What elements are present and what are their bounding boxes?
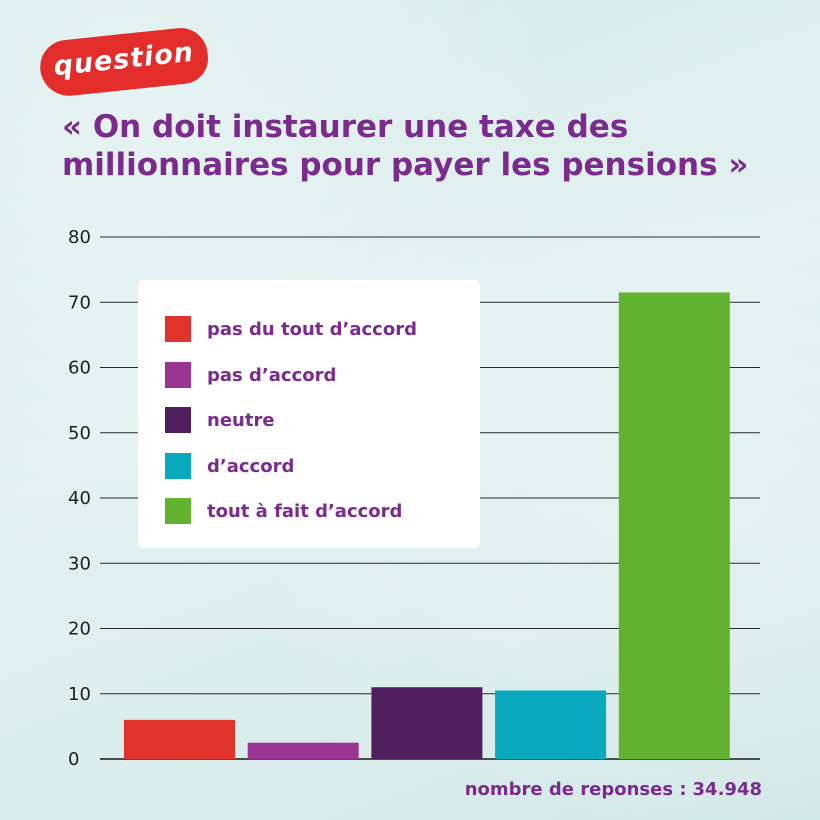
legend-item-daccord: d’accord <box>165 451 294 481</box>
legend-swatch-pas-du-tout-daccord <box>165 316 191 342</box>
bar-tout-à-fait-d-accord <box>618 292 730 759</box>
y-tick-label-10: 10 <box>68 684 91 705</box>
chart-title: « On doit instaurer une taxe des million… <box>62 108 802 184</box>
legend-swatch-neutre <box>165 407 191 433</box>
chart-title-line-1: « On doit instaurer une taxe des <box>62 109 629 145</box>
y-tick-label-70: 70 <box>68 292 91 313</box>
y-tick-label-40: 40 <box>68 488 91 509</box>
legend-label-tout-a-fait-daccord: tout à fait d’accord <box>207 500 403 522</box>
legend-label-pas-daccord: pas d’accord <box>207 364 337 386</box>
legend-item-tout-a-fait-daccord: tout à fait d’accord <box>165 496 402 526</box>
legend-swatch-pas-daccord <box>165 362 191 388</box>
y-tick-label-30: 30 <box>68 553 91 574</box>
y-tick-label-60: 60 <box>68 358 91 379</box>
legend-item-pas-du-tout-daccord: pas du tout d’accord <box>165 314 417 344</box>
legend: pas du tout d’accord pas d’accord neutre… <box>138 280 480 548</box>
legend-item-neutre: neutre <box>165 405 275 435</box>
y-tick-label-20: 20 <box>68 619 91 640</box>
y-tick-label-0: 0 <box>68 749 79 770</box>
bar-neutre <box>371 687 483 759</box>
legend-swatch-tout-a-fait-daccord <box>165 498 191 524</box>
bar-d-accord <box>495 690 607 759</box>
legend-label-daccord: d’accord <box>207 455 295 477</box>
legend-label-neutre: neutre <box>207 409 275 431</box>
bar-pas-d-accord <box>247 742 359 759</box>
y-tick-label-50: 50 <box>68 423 91 444</box>
response-count-label: nombre de reponses : <box>464 779 687 800</box>
chart-title-line-2: millionnaires pour payer les pensions » <box>62 147 749 183</box>
legend-swatch-daccord <box>165 453 191 479</box>
bar-pas-du-tout-d-accord <box>124 719 235 759</box>
response-count-value: 34.948 <box>692 779 762 800</box>
response-count: nombre de reponses :34.948 <box>465 779 762 800</box>
legend-label-pas-du-tout-daccord: pas du tout d’accord <box>207 318 417 340</box>
y-tick-label-80: 80 <box>68 227 91 248</box>
legend-item-pas-daccord: pas d’accord <box>165 360 336 390</box>
